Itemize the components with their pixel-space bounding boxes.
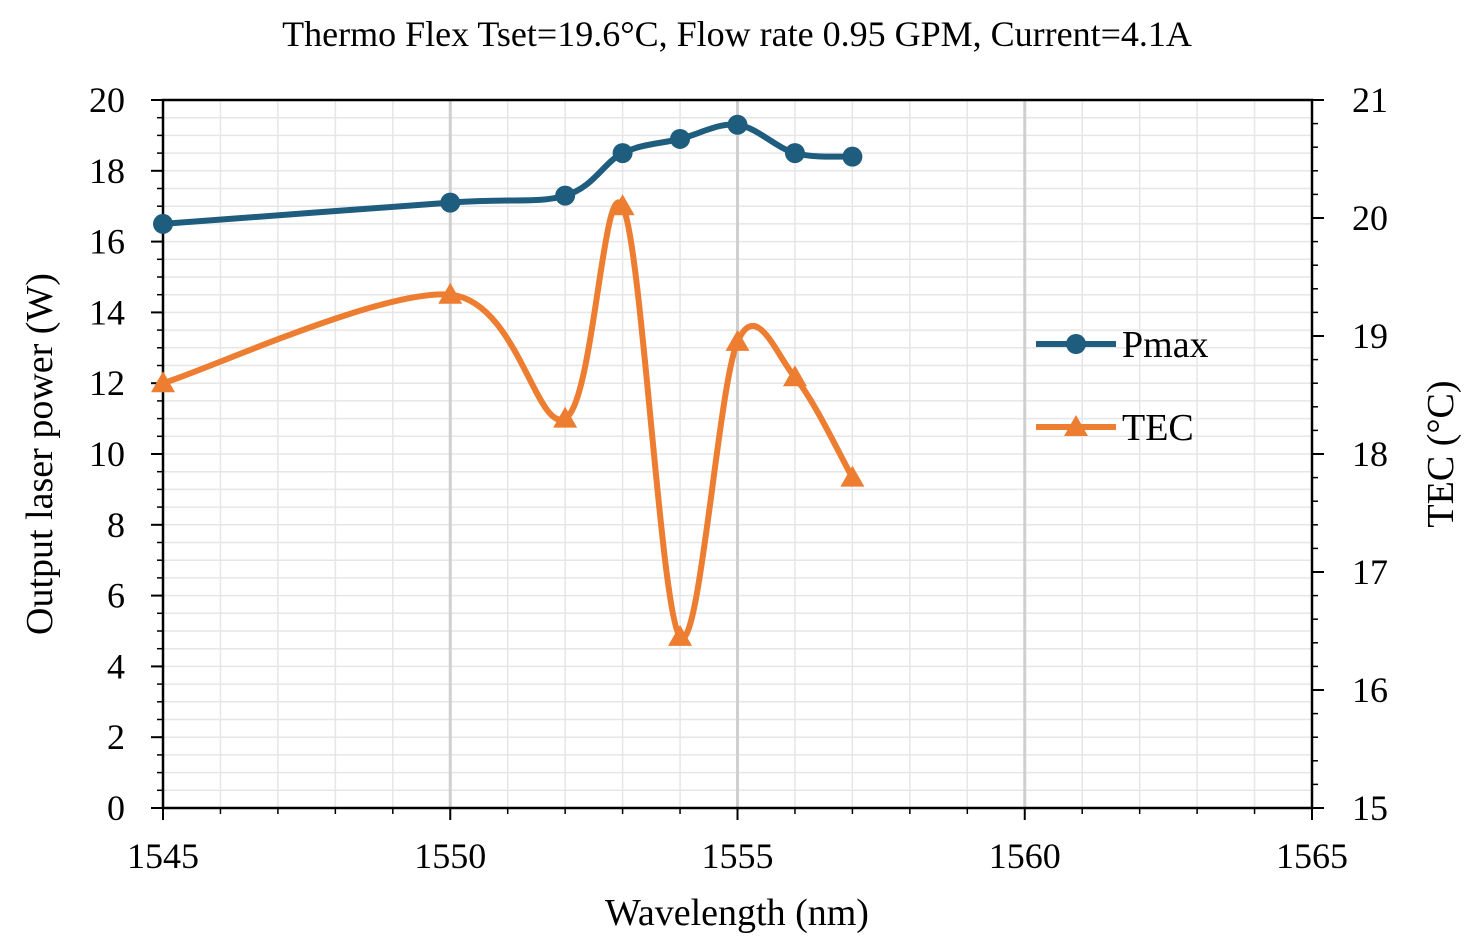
tec-point	[840, 465, 865, 487]
y-tick-label: 20	[89, 80, 125, 120]
series-pmax	[153, 114, 863, 234]
x-tick-label: 1550	[414, 836, 486, 876]
pmax-point	[784, 143, 805, 164]
legend-label: TEC	[1122, 407, 1194, 449]
y-tick-label: 14	[89, 292, 125, 332]
x-tick-label: 1555	[702, 836, 774, 876]
legend-label: Pmax	[1122, 324, 1209, 366]
pmax-point	[670, 128, 691, 149]
x-tick-label: 1560	[989, 836, 1061, 876]
y2-tick-label: 21	[1352, 80, 1388, 120]
axis-tick-marks	[151, 99, 1324, 820]
legend-item-pmax: Pmax	[1036, 324, 1209, 366]
y2-axis-tick-labels: 15 16 17 18 19 20 21	[1352, 80, 1388, 828]
major-gridlines	[448, 100, 1027, 808]
y-tick-label: 8	[107, 505, 125, 545]
legend-item-tec: TEC	[1036, 407, 1194, 449]
x-axis-label: Wavelength (nm)	[605, 892, 869, 934]
pmax-point	[555, 185, 576, 206]
pmax-point	[153, 213, 173, 234]
legend: Pmax TEC	[1036, 324, 1209, 449]
tec-point	[438, 282, 463, 304]
chart-title: Thermo Flex Tset=19.6°C, Flow rate 0.95 …	[282, 14, 1192, 54]
y-tick-label: 6	[107, 576, 125, 616]
y-tick-label: 18	[89, 151, 125, 191]
y-tick-label: 12	[89, 363, 125, 403]
y-tick-label: 4	[107, 646, 125, 686]
pmax-point	[727, 114, 748, 135]
y2-tick-label: 16	[1352, 670, 1388, 710]
pmax-point	[842, 146, 863, 167]
tec-point	[725, 329, 750, 351]
pmax-point	[440, 192, 461, 213]
y2-tick-label: 19	[1352, 316, 1388, 356]
y-axis-label: Output laser power (W)	[19, 273, 61, 635]
x-axis-tick-labels: 1545 1550 1555 1560 1565	[127, 836, 1348, 876]
y-tick-label: 10	[89, 434, 125, 474]
tec-point	[151, 371, 175, 393]
y2-axis-label: TEC (°C)	[1420, 380, 1462, 527]
tec-point	[668, 624, 693, 646]
tec-point	[782, 365, 807, 387]
x-tick-label: 1545	[127, 836, 199, 876]
tec-point	[553, 406, 578, 428]
x-tick-label: 1565	[1276, 836, 1348, 876]
y2-tick-label: 18	[1352, 434, 1388, 474]
y2-tick-label: 17	[1352, 552, 1388, 592]
y-axis-tick-labels: 0 2 4 6 8 10 12 14 16 18 20	[89, 80, 125, 828]
series-layer	[151, 114, 865, 646]
y-tick-label: 16	[89, 222, 125, 262]
y2-tick-label: 20	[1352, 198, 1388, 238]
series-line-tec	[160, 199, 856, 642]
y2-tick-label: 15	[1352, 788, 1388, 828]
y-tick-label: 2	[107, 717, 125, 757]
legend-marker	[1066, 334, 1086, 354]
series-tec	[151, 194, 865, 646]
tec-point	[610, 194, 635, 216]
legend-marker	[1064, 415, 1088, 436]
y-tick-label: 0	[107, 788, 125, 828]
pmax-point	[612, 143, 633, 164]
